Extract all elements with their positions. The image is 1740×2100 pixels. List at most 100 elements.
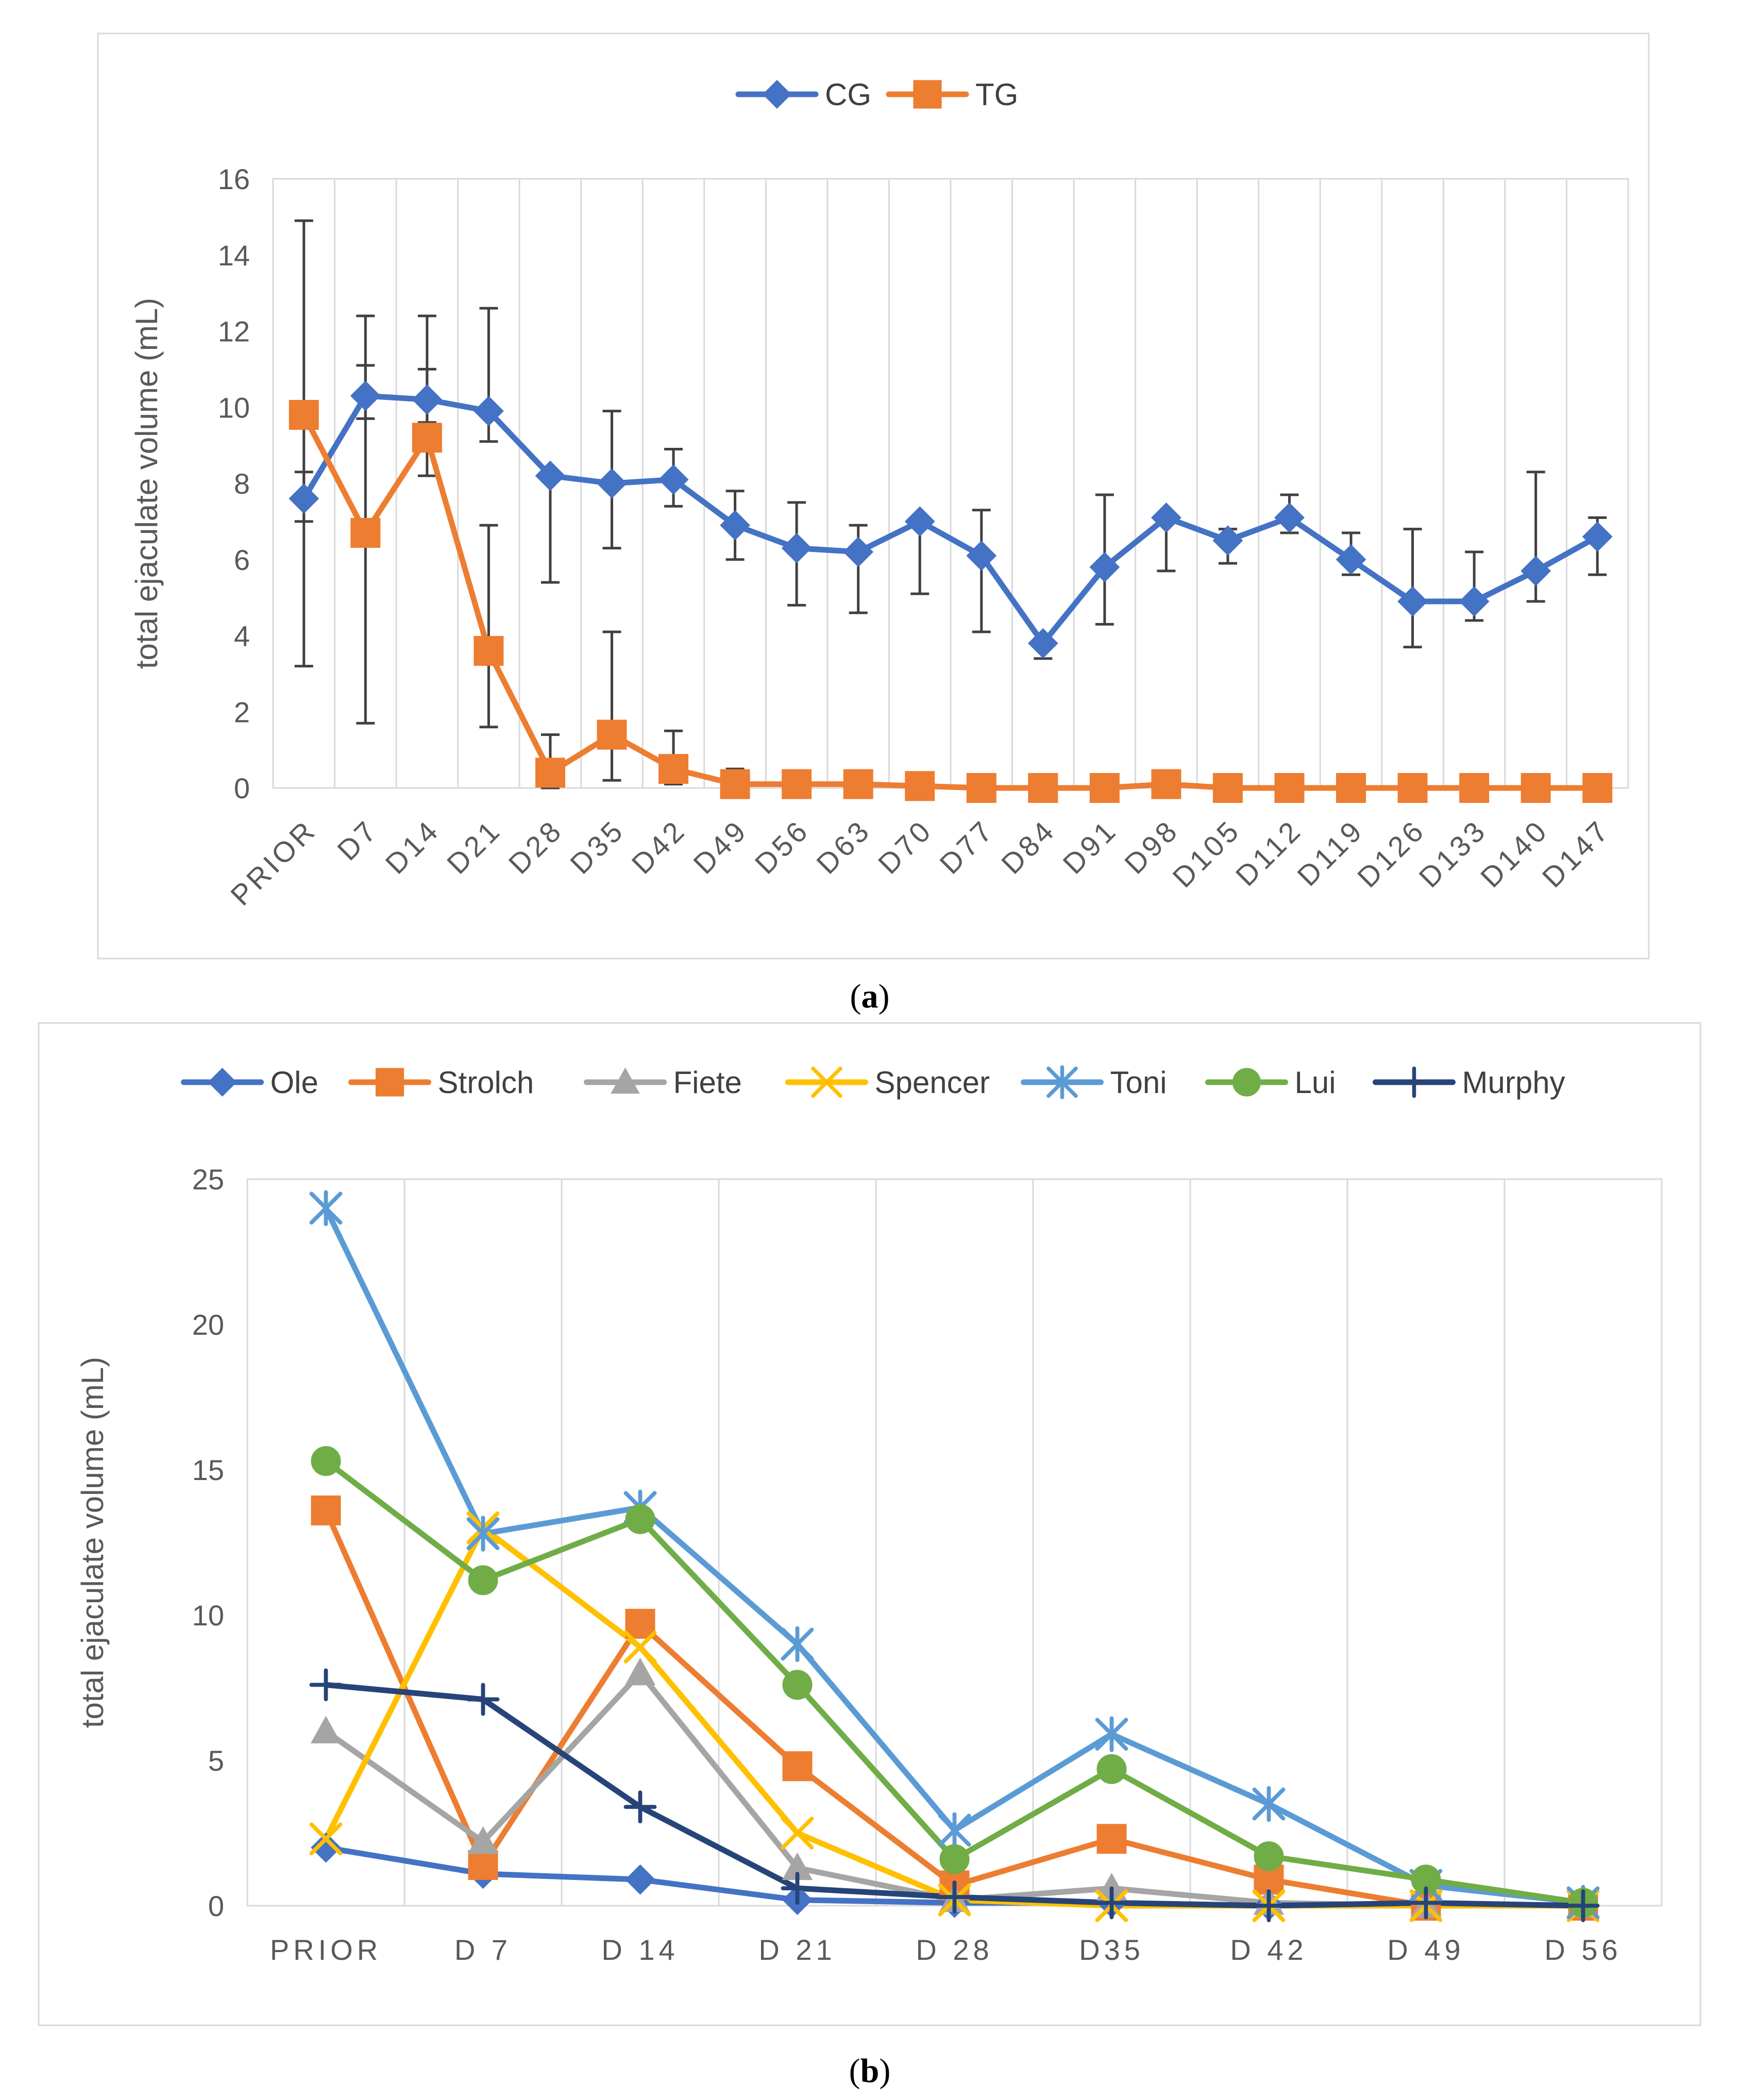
panel-b-lui-data-point <box>939 1844 970 1874</box>
panel-b-strolch-data-point <box>468 1850 498 1880</box>
panel-b-y-axis-label: total ejaculate volume (mL) <box>75 1357 110 1728</box>
panel-b-legend-label-murphy: Murphy <box>1462 1065 1565 1100</box>
panel-b-x-tick-label: D 42 <box>1230 1934 1307 1966</box>
panel-a-cg-data-point <box>658 464 689 495</box>
panel-a-cg-data-point <box>1336 544 1366 575</box>
panel-a-tg-data-point <box>1274 773 1305 803</box>
panel-a-tg-data-point <box>1459 773 1490 803</box>
panel-b-toni-data-point <box>309 1190 343 1227</box>
panel-a-chart: 0 2 4 6 8 10 12 14 16 total ejaculate volume (mL)… <box>129 77 1629 912</box>
panel-a-cg-data-point <box>412 384 443 415</box>
panel-b-fiete-data-point <box>467 1826 499 1854</box>
panel-a-tg-data-point <box>1336 773 1366 803</box>
panel-b-y-tick-label: 0 <box>208 1890 224 1922</box>
panel-b-x-tick-label: D 14 <box>601 1934 679 1966</box>
panel-b-y-tick-label: 5 <box>208 1744 224 1777</box>
panel-a-cg-data-point <box>1151 502 1181 533</box>
panel-b-y-tick-label: 20 <box>192 1308 224 1341</box>
panel-b-murphy-data-point <box>938 1880 971 1913</box>
panel-a-caption: (a) <box>850 978 890 1015</box>
panel-b-murphy-data-point <box>623 1790 657 1824</box>
panel-a-y-tick-label: 0 <box>234 772 250 804</box>
panel-b-y-tick-label: 10 <box>192 1599 224 1632</box>
panel-b-murphy-data-point <box>466 1683 500 1716</box>
panel-b-toni-data-point <box>1095 1716 1128 1752</box>
panel-b-murphy-data-point <box>1566 1889 1600 1922</box>
panel-b-ole-data-point <box>311 1832 341 1863</box>
panel-a-tg-error-bar <box>479 524 498 729</box>
panel-b-x-tick-label: D 49 <box>1387 1934 1464 1966</box>
panel-a-cg-data-point <box>966 540 997 571</box>
panel-a-cg-error-bar <box>294 219 313 668</box>
panel-b-murphy-data-point <box>1095 1886 1128 1920</box>
panel-a-cg-data-point <box>720 510 751 541</box>
panel-a-tg-data-point <box>1089 773 1120 803</box>
panel-b-legend-label-toni: Toni <box>1110 1065 1167 1100</box>
panel-a-tg-data-point <box>1212 773 1243 803</box>
panel-a-y-tick-label: 10 <box>218 391 250 424</box>
panel-a-cg-data-point <box>843 536 874 567</box>
panel-a-legend-marker-tg <box>913 80 942 109</box>
panel-b-plot-area <box>246 1178 1663 1907</box>
panel-a-tg-data-point <box>1151 769 1181 799</box>
panel-a-tg-error-bar <box>602 630 621 782</box>
panel-a-tg-data-point <box>412 423 442 453</box>
panel-b-legend-marker-strolch <box>375 1068 404 1097</box>
panel-a-y-tick-label: 16 <box>218 163 250 195</box>
panel-b-toni-data-point <box>781 1626 814 1662</box>
panel-b-x-tick-label: D35 <box>1079 1934 1144 1966</box>
panel-b-spencer-data-point <box>623 1631 657 1664</box>
panel-a-cg-data-point <box>1582 522 1613 552</box>
panel-a-tg-data-point <box>658 754 689 784</box>
panel-b-spencer-data-point <box>781 1817 814 1850</box>
panel-a-cg-data-point <box>781 533 812 564</box>
panel-a-y-axis-label: total ejaculate volume (mL) <box>129 298 164 669</box>
panel-a-cg-data-point <box>597 468 627 499</box>
panel-b-legend-item-spencer: Spencer <box>785 1065 990 1100</box>
panel-a-cg-error-bar <box>972 509 991 633</box>
panel-b-ole-data-point <box>625 1864 655 1895</box>
panel-b-toni-data-point <box>1252 1786 1286 1822</box>
panel-b-caption: (b) <box>849 2052 891 2090</box>
panel-a-cg-data-point <box>1274 502 1305 533</box>
panel-a-cg-data-point <box>350 380 381 411</box>
panel-b-legend-item-lui: Lui <box>1205 1065 1336 1100</box>
panel-b-murphy-data-point <box>1252 1889 1286 1922</box>
panel-b-y-tick-label: 15 <box>192 1454 224 1486</box>
panel-b-legend-marker-ole <box>208 1067 237 1097</box>
panel-b-fiete-data-point <box>310 1716 342 1743</box>
panel-a-cg-data-point <box>1089 552 1120 582</box>
panel-a-y-tick-label: 12 <box>218 315 250 348</box>
panel-b-fiete-data-point <box>624 1657 656 1686</box>
panel-b-legend-item-murphy: Murphy <box>1373 1065 1565 1100</box>
panel-b-x-tick-label: D 28 <box>916 1934 993 1966</box>
panel-a-tg-data-point <box>535 758 565 788</box>
panel-b-murphy-data-point <box>1409 1886 1443 1920</box>
panel-b-legend-marker-spencer <box>811 1066 842 1098</box>
panel-a-cg-data-point <box>1212 525 1243 556</box>
panel-b-strolch-data-point <box>782 1751 813 1782</box>
panel-b-lui-data-point <box>1254 1841 1284 1872</box>
panel-b-x-tick-label: D 21 <box>758 1934 836 1966</box>
panel-a-cg-series-line <box>301 393 1600 646</box>
panel-b-toni-data-point <box>938 1812 971 1849</box>
panel-a-legend-marker-cg <box>762 79 792 109</box>
panel-b-legend-item-strolch: Strolch <box>348 1065 534 1100</box>
panel-a-y-tick-label: 4 <box>234 620 250 652</box>
panel-b-lui-data-point <box>782 1670 813 1700</box>
panel-b-strolch-data-point <box>625 1608 655 1639</box>
panel-b-legend-label-strolch: Strolch <box>438 1065 534 1100</box>
panel-b-chart: 0 5 10 15 20 25 total ejaculate volume (mL) PRI… <box>75 1065 1663 1966</box>
panel-a-cg-data-point <box>1397 586 1428 617</box>
panel-b-y-tick-label: 25 <box>192 1163 224 1196</box>
panel-b-strolch-data-point <box>1096 1824 1127 1854</box>
panel-b-legend-label-fiete: Fiete <box>673 1065 742 1100</box>
panel-b-legend-label-spencer: Spencer <box>875 1065 990 1100</box>
panel-b-x-tick-label: PRIOR <box>270 1934 382 1966</box>
panel-b-caption-letter: b <box>860 2052 880 2090</box>
panel-b-legend-item-fiete: Fiete <box>584 1065 742 1100</box>
panel-b-murphy-data-point <box>781 1872 814 1905</box>
panel-b-lui-data-point <box>1096 1754 1127 1784</box>
panel-a-cg-data-point <box>289 483 319 514</box>
